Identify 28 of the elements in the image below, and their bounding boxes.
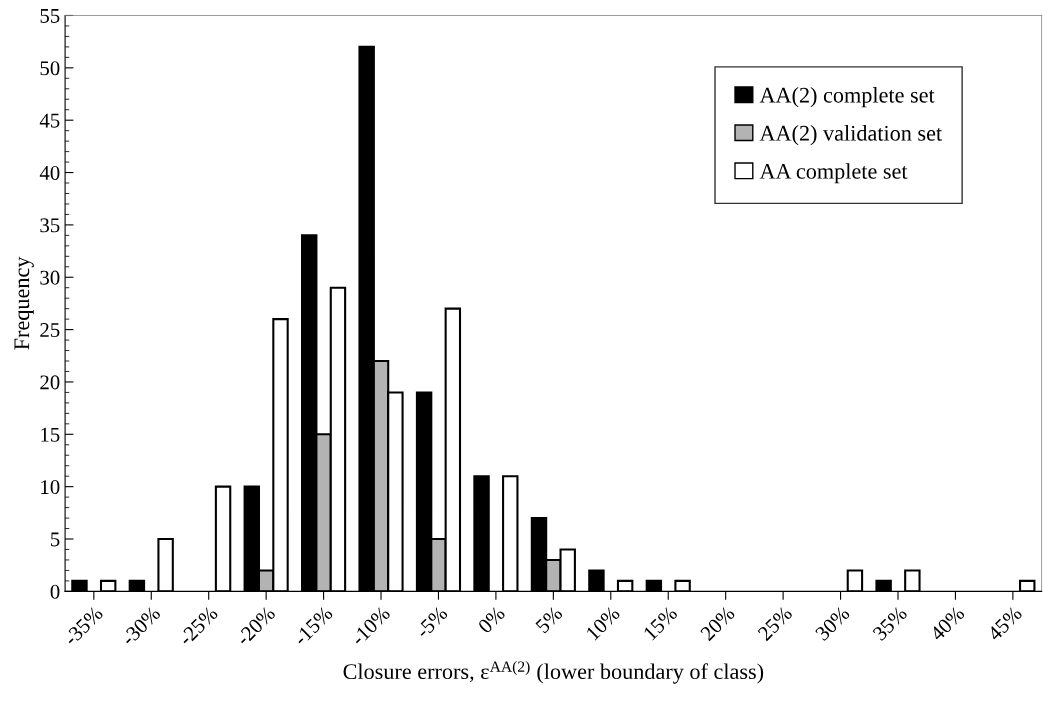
legend-label: AA(2) validation set	[759, 125, 942, 146]
x-tick-label: 10%	[585, 605, 621, 641]
legend-label: AA complete set	[759, 163, 908, 184]
y-tick-label: 35	[40, 218, 60, 233]
x-tick-label: 40%	[929, 605, 966, 642]
y-tick-label: 40	[39, 165, 60, 180]
y-tick-label: 0	[50, 584, 60, 599]
x-tick-label: -5%	[414, 605, 449, 639]
y-tick-label: 55	[40, 9, 60, 23]
x-tick-label: 35%	[872, 605, 908, 642]
y-tick-label: 50	[40, 61, 60, 76]
x-axis-title: Closure errors, ε$^{AA(2)}$ (lower boundary of class)	[343, 660, 764, 684]
y-tick-label: 25	[40, 323, 60, 338]
x-tick-label: 0%	[477, 605, 506, 635]
y-tick-label: 45	[39, 113, 60, 128]
legend-label: AA(2) complete set	[759, 87, 935, 108]
x-tick-label: 15%	[642, 605, 679, 641]
x-tick-label: 45%	[986, 605, 1023, 642]
y-tick-label: 20	[40, 375, 60, 390]
x-tick-label: 30%	[814, 605, 851, 642]
x-tick-label: 20%	[699, 605, 736, 642]
y-tick-label: 5	[51, 532, 60, 547]
x-tick-label: 5%	[535, 605, 564, 634]
y-tick-label: 15	[41, 427, 60, 442]
y-tick-label: 30	[40, 270, 60, 285]
y-axis-title: Frequency	[14, 256, 34, 350]
y-tick-label: 10	[41, 480, 60, 495]
x-tick-label: 25%	[757, 605, 794, 642]
